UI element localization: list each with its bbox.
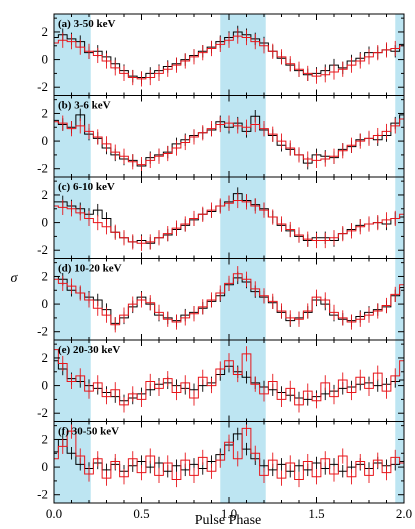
panel-label: (a) 3-50 keV xyxy=(58,18,115,30)
y-tick-label: -2 xyxy=(37,324,48,339)
panel xyxy=(54,266,404,333)
y-tick-label: 2 xyxy=(42,350,49,365)
x-tick-label: 0.5 xyxy=(133,506,149,521)
y-tick-label: 0 xyxy=(42,133,49,148)
y-tick-label: 0 xyxy=(42,459,49,474)
panel-series xyxy=(54,108,404,173)
x-axis: 0.0 0.5 1.0 1.5 2.0 xyxy=(46,506,412,521)
y-tick-label: -2 xyxy=(37,242,48,257)
y-tick-label: 2 xyxy=(42,105,49,120)
x-tick-label: 2.0 xyxy=(396,506,412,521)
panels xyxy=(54,25,404,488)
y-tick-label: -2 xyxy=(37,79,48,94)
panel xyxy=(54,421,404,488)
panel-series xyxy=(54,187,404,251)
y-tick-label: -2 xyxy=(37,487,48,502)
x-tick-label: 0.0 xyxy=(46,506,62,521)
y-tick-label: 0 xyxy=(42,296,49,311)
panel-series xyxy=(54,342,404,413)
series-red-line xyxy=(54,199,404,244)
panel-label: (d) 10-20 keV xyxy=(58,263,122,275)
x-axis-title: Pulse Phase xyxy=(195,513,262,528)
panel xyxy=(54,108,404,173)
panel-series xyxy=(54,266,404,333)
y-tick-label: 2 xyxy=(42,268,49,283)
y-tick-label: -2 xyxy=(37,161,48,176)
y-tick-label: 0 xyxy=(42,52,49,67)
frames: -2 0 2 (a) 3-50 keV -2 0 2 (b) 3-6 keV -2 0 2 (c) 6… xyxy=(37,13,405,504)
panel xyxy=(54,342,404,413)
x-tick-label: 1.5 xyxy=(308,506,324,521)
y-tick-label: 2 xyxy=(42,24,49,39)
panel xyxy=(54,187,404,251)
series-black-line xyxy=(54,31,404,79)
y-tick-label: 2 xyxy=(42,187,49,202)
panel-series xyxy=(54,421,404,488)
panel xyxy=(54,25,404,87)
y-tick-label: 0 xyxy=(42,215,49,230)
y-axis-title: σ xyxy=(11,271,19,286)
panel-label: (b) 3-6 keV xyxy=(58,100,111,112)
x-tick-label: 1.0 xyxy=(221,506,237,521)
y-tick-label: -2 xyxy=(37,405,48,420)
panel-label: (c) 6-10 keV xyxy=(58,181,115,193)
panel-label: (f) 30-50 keV xyxy=(58,426,119,438)
y-tick-label: 2 xyxy=(42,431,49,446)
y-tick-label: 0 xyxy=(42,378,49,393)
panel-series xyxy=(54,25,404,87)
panel-label: (e) 20-30 keV xyxy=(58,344,120,356)
